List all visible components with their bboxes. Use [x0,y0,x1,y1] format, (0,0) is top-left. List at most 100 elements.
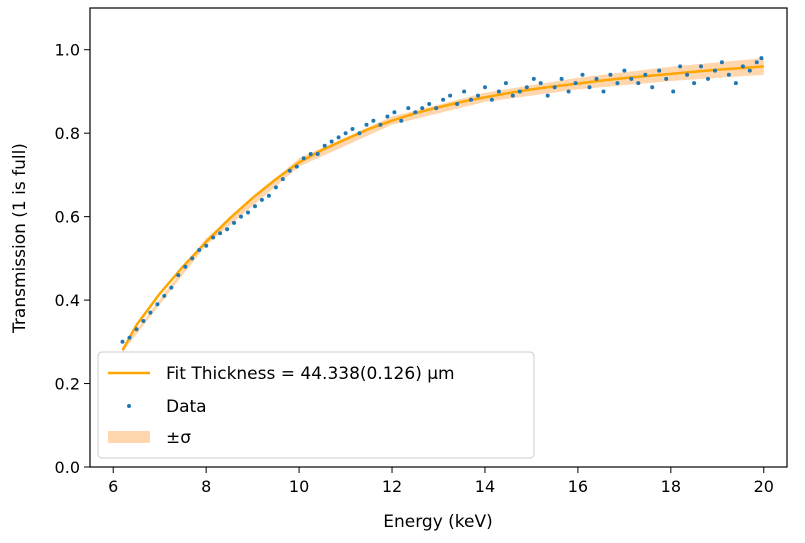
plot-area [120,56,764,353]
data-point [127,335,132,340]
data-point [483,85,487,90]
data-point [719,60,724,65]
y-tick-label: 0.8 [55,124,80,143]
data-point [259,197,264,202]
data-point [503,81,508,86]
data-point [615,81,620,86]
data-point [280,177,285,182]
x-tick-label: 14 [475,477,495,496]
legend-band-label: ±σ [166,428,191,448]
x-tick-label: 10 [289,477,309,496]
data-point [754,60,759,65]
legend-data-swatch [127,404,131,408]
data-point [385,114,390,119]
data-point [455,102,460,106]
data-point [489,97,494,102]
data-point [239,214,243,219]
data-point [692,81,697,86]
y-tick-label: 0.2 [55,375,80,394]
x-tick-label: 20 [754,477,774,496]
data-point [469,97,473,102]
data-point [294,164,299,169]
data-point [566,89,571,94]
x-tick-label: 6 [108,477,118,496]
y-tick-label: 0.4 [55,291,80,310]
data-point [392,110,397,115]
data-point [594,76,599,81]
data-point [399,118,404,123]
data-point [559,76,564,81]
legend-band-swatch [108,431,150,443]
data-point [197,248,202,252]
data-point [517,89,522,94]
x-axis: 6 8 10 12 14 16 18 20 [108,467,774,496]
data-point [406,106,411,111]
data-point [636,81,641,86]
data-point [643,72,648,77]
data-point [552,85,557,90]
data-point [336,135,341,140]
data-point [664,76,669,81]
data-point [441,97,446,102]
data-point [587,85,592,90]
data-point [531,76,536,81]
legend-box [97,351,535,459]
data-point [476,93,480,98]
data-point [650,85,655,90]
x-tick-label: 18 [661,477,681,496]
data-point [301,156,306,161]
y-axis-label: Transmission (1 is full) [10,143,30,334]
data-point [287,168,292,173]
data-point [733,81,738,86]
data-point [322,143,327,148]
data-point [169,285,174,290]
data-point [246,210,250,215]
data-point [225,227,230,232]
data-point [740,64,745,69]
data-point [357,131,362,136]
data-point [413,110,418,115]
data-point [329,139,334,144]
data-point [573,81,578,86]
data-point [253,204,257,209]
data-point [448,93,453,98]
data-point [747,68,752,73]
data-point [678,64,683,69]
data-point [273,185,278,190]
data-point [759,56,764,61]
data-point [162,293,167,298]
data-point [204,243,209,248]
plot-frame [89,7,788,468]
legend: Fit Thickness = 44.338(0.126) μm Data ±σ [97,351,535,459]
y-axis: 0.0 0.2 0.4 0.6 0.8 1.0 [55,41,90,477]
data-point [134,327,139,332]
legend-fit-label: Fit Thickness = 44.338(0.126) μm [166,364,455,384]
fit-line [121,65,764,351]
x-tick-label: 8 [201,477,211,496]
y-tick-label: 0.0 [55,458,80,477]
data-point [713,68,717,73]
x-axis-label: Energy (keV) [383,512,493,532]
data-point [622,68,627,73]
data-point [545,93,550,98]
data-point [420,106,425,111]
data-point [371,118,376,123]
data-point [538,81,543,86]
data-point [657,68,662,73]
data-point [308,152,313,156]
data-point [496,89,501,94]
data-point [699,64,703,69]
data-point [726,72,731,77]
legend-data-label: Data [166,397,207,417]
data-point [266,193,271,198]
x-tick-label: 12 [382,477,402,496]
data-point [141,319,146,323]
data-point [315,152,320,156]
data-point [350,127,355,131]
data-point [601,89,606,94]
x-tick-label: 16 [568,477,588,496]
data-point [462,89,467,94]
data-point [120,339,125,344]
data-point [434,106,439,111]
